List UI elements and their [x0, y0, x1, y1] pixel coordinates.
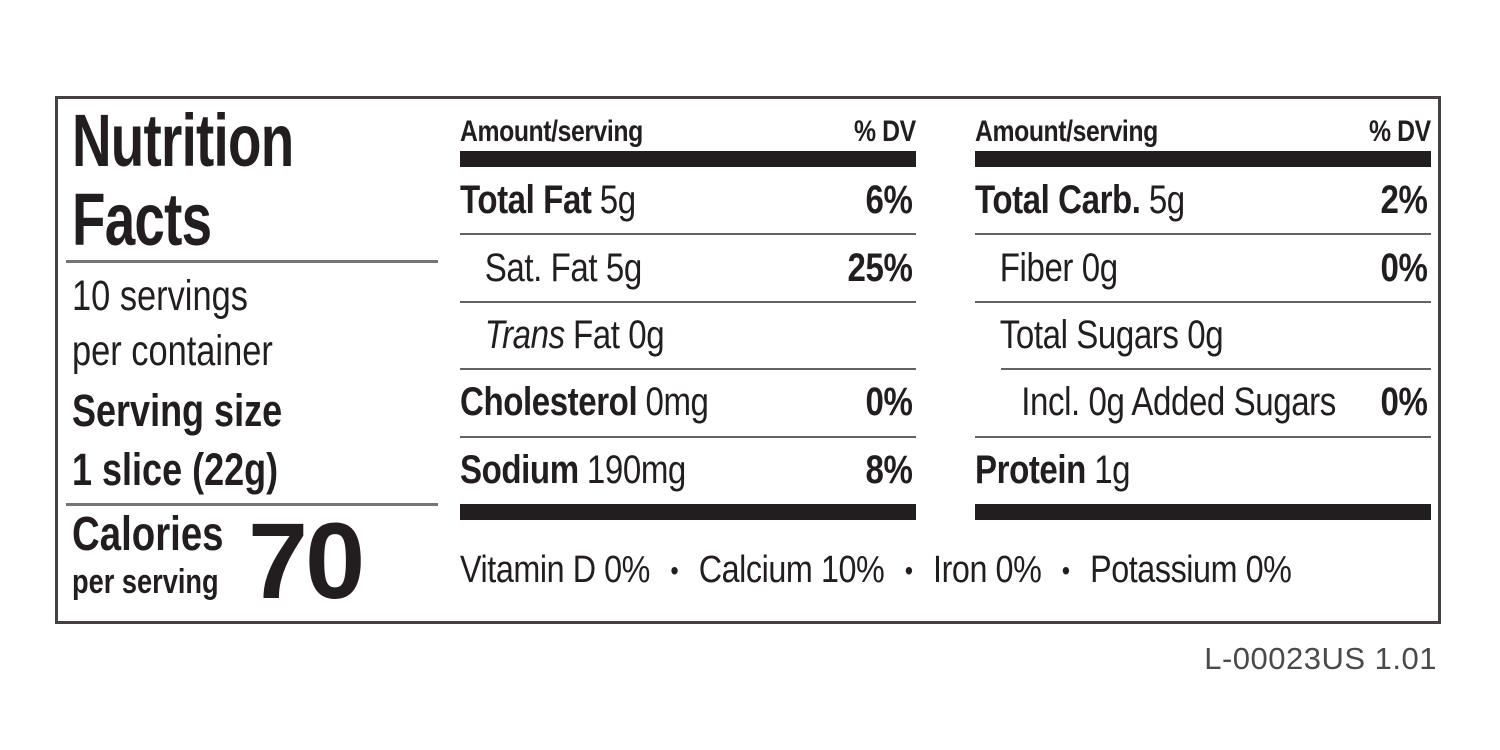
micronutrient-item: Potassium 0%: [1090, 549, 1292, 591]
servings-line2: per container: [72, 327, 273, 375]
micronutrient-item: Calcium 10%: [698, 549, 885, 591]
serving-size-value: 1 slice (22g): [72, 444, 279, 495]
nutrient-row: Total Sugars 0g: [975, 302, 1431, 371]
nutrient-name: Total Sugars 0g: [999, 312, 1224, 357]
nutrient-row: Trans Fat 0g: [460, 302, 916, 371]
nutrient-name: Total Fat 5g: [460, 178, 636, 223]
daily-value: 0%: [1380, 245, 1428, 290]
bullet-separator-icon: •: [670, 554, 679, 586]
nutrient-name: Cholesterol 0mg: [460, 380, 709, 425]
nutrient-column-left: Amount/serving % DV Total Fat 5g 6% Sat. …: [460, 107, 916, 520]
column-header: Amount/serving % DV: [975, 107, 1431, 151]
nutrient-name: Sodium 190mg: [460, 447, 686, 492]
daily-value: 6%: [865, 178, 913, 223]
bullet-separator-icon: •: [904, 554, 913, 586]
nutrient-column-right: Amount/serving % DV Total Carb. 5g 2% Fib…: [975, 107, 1431, 520]
micronutrient-item: Iron 0%: [933, 549, 1042, 591]
daily-value: 0%: [1380, 380, 1428, 425]
nutrient-row: Total Carb. 5g 2%: [975, 167, 1431, 236]
nutrient-name: Incl. 0g Added Sugars: [1021, 380, 1336, 425]
serving-size-label: Serving size: [72, 385, 283, 436]
servings-per-container: 10 servings per container: [72, 269, 273, 379]
nutrition-title: Nutrition Facts: [72, 99, 294, 261]
footer-code: L-00023US 1.01: [1204, 641, 1437, 676]
column-header-amount: Amount/serving: [460, 115, 643, 148]
daily-value: 8%: [865, 447, 913, 492]
column-header-dv: % DV: [1369, 115, 1431, 148]
nutrient-name: Fiber 0g: [999, 245, 1118, 290]
nutrition-facts-label: Nutrition Facts 10 servings per containe…: [55, 96, 1441, 624]
nutrient-name: Protein 1g: [975, 447, 1131, 492]
panel-divider: [66, 260, 438, 263]
nutrition-title-line1: Nutrition: [72, 99, 294, 182]
nutrient-name: Trans Fat 0g: [484, 312, 665, 357]
micronutrient-item: Vitamin D 0%: [460, 549, 650, 591]
column-header-dv: % DV: [854, 115, 916, 148]
column-header-amount: Amount/serving: [975, 115, 1158, 148]
panel-divider: [66, 503, 438, 506]
servings-line1: 10 servings: [72, 272, 248, 320]
separator-bar-thick: [460, 151, 916, 167]
nutrient-row: Protein 1g: [975, 437, 1431, 504]
calories-label: Calories: [72, 508, 224, 561]
nutrient-name: Total Carb. 5g: [975, 178, 1185, 223]
bullet-separator-icon: •: [1061, 554, 1070, 586]
nutrient-name: Sat. Fat 5g: [484, 245, 642, 290]
separator-bar-thick: [975, 151, 1431, 167]
calories-value: 70: [248, 500, 365, 621]
separator-bar-thick: [975, 503, 1431, 520]
nutrient-row: Sat. Fat 5g 25%: [460, 234, 916, 304]
daily-value: 25%: [847, 245, 913, 290]
nutrient-row: Fiber 0g 0%: [975, 234, 1431, 304]
daily-value: 0%: [865, 380, 913, 425]
serving-size: Serving size 1 slice (22g): [72, 381, 282, 499]
micronutrients-line: Vitamin D 0% • Calcium 10% • Iron 0% • P…: [460, 549, 1292, 592]
nutrient-row: Total Fat 5g 6%: [460, 167, 916, 236]
nutrition-title-line2: Facts: [72, 178, 212, 261]
separator-bar-thick: [460, 503, 916, 520]
calories-sublabel: per serving: [72, 563, 219, 601]
nutrient-row: Cholesterol 0mg 0%: [460, 369, 916, 438]
nutrient-row: Sodium 190mg 8%: [460, 437, 916, 504]
daily-value: 2%: [1380, 178, 1428, 223]
nutrient-row: Incl. 0g Added Sugars 0%: [975, 369, 1431, 438]
column-header: Amount/serving % DV: [460, 107, 916, 151]
